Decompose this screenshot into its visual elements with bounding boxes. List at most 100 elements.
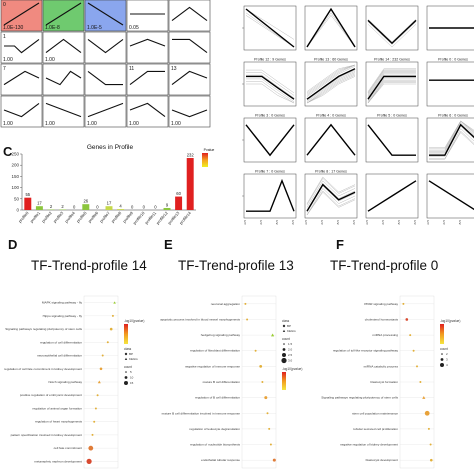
panel-f-title: TF-Trend-profile 0 xyxy=(330,258,439,273)
profile-cell-box xyxy=(42,31,85,64)
profile-cell-pvalue: 1.0E-130 xyxy=(3,25,24,31)
bar-value-label: 0 xyxy=(131,205,134,210)
profile-mean-line xyxy=(306,183,356,212)
term-label: neuronal aggregation xyxy=(211,302,241,306)
panel-f-letter: F xyxy=(336,237,344,252)
term-label: metanephric nephron development xyxy=(34,459,82,463)
count-legend-dot xyxy=(124,376,128,379)
term-marker xyxy=(246,318,249,321)
profile-cell xyxy=(126,31,169,64)
count-legend-label: 2 xyxy=(446,352,448,356)
profile-cell-line xyxy=(45,2,82,26)
y-tick-label: 250 xyxy=(11,152,19,157)
pvalue-legend-title: Pvalue xyxy=(204,148,215,152)
bar xyxy=(117,209,125,210)
gene-trace xyxy=(306,64,356,95)
profile-cell: 1.00 xyxy=(126,95,169,128)
x-tick-label: E15.5 xyxy=(275,220,279,225)
gene-trace xyxy=(306,76,356,104)
bar xyxy=(105,206,113,210)
bar-value-label: 55 xyxy=(25,192,30,197)
count-legend-dot xyxy=(124,381,128,385)
color-legend-gradient xyxy=(124,324,128,344)
profile-plot-title: Profile 4 : 0 Genes xyxy=(316,114,346,118)
profile-plot-title: Profile 5 : 0 Genes xyxy=(377,114,407,118)
term-label: cell fate commitment xyxy=(54,446,83,450)
term-label: regulation of B cell differentiation xyxy=(195,396,240,400)
term-label: Notch signaling pathway xyxy=(48,380,82,384)
profile-cell-box xyxy=(84,31,127,64)
panel-d-letter: D xyxy=(8,237,18,252)
gene-trace xyxy=(367,69,416,93)
term-label: PPAR signaling pathway xyxy=(364,302,398,306)
count-legend-title: count xyxy=(440,347,448,351)
gene-trace xyxy=(246,72,295,96)
bar-value-label: 2 xyxy=(61,204,64,209)
term-label: regulation of cell differentiation xyxy=(40,340,82,344)
term-label: blastocyst development xyxy=(366,458,398,462)
profile-cell: 0 1.0E-130 xyxy=(0,0,43,32)
term-marker xyxy=(106,341,109,344)
term-label: cholesterol homeostasis xyxy=(365,317,399,321)
bar-value-label: 17 xyxy=(37,201,42,206)
color-legend-title: -log10(pvalue) xyxy=(282,367,302,371)
gene-trace xyxy=(367,78,416,102)
profile-cell: 1.0E-5 xyxy=(84,0,127,32)
profile-cell-line xyxy=(171,6,208,22)
term-label: regulation of nucleotide biosynthesis xyxy=(190,443,240,447)
x-tick-label: profile4 xyxy=(64,210,77,224)
profile-cell-pvalue: 1.00 xyxy=(3,57,13,63)
term-marker xyxy=(109,327,113,331)
profile-cell: 1.0E-8 xyxy=(42,0,85,32)
panel-e-letter: E xyxy=(164,237,173,252)
profile-cell-line xyxy=(45,102,82,118)
count-legend-title: count xyxy=(124,365,132,369)
profile-plot: Profile 3 : 0 Genes xyxy=(243,114,297,163)
bar-value-label: 0 xyxy=(96,205,99,210)
color-legend-title: -log10(pvalue) xyxy=(440,319,460,323)
term-label: miRNA catabolic process xyxy=(364,364,399,368)
profile-cell-box xyxy=(168,0,211,32)
gene-trace xyxy=(367,24,417,48)
profile-cell-box xyxy=(168,31,211,64)
y-tick-label: 0 xyxy=(16,208,19,213)
profile-mean-line xyxy=(306,68,356,100)
profile-plot: Profile 6 : 0 Genes xyxy=(426,114,474,163)
profile-cell-line xyxy=(45,70,82,86)
gene-trace xyxy=(306,74,356,104)
gene-trace xyxy=(245,8,295,40)
bar xyxy=(163,207,171,210)
profile-cell-box xyxy=(42,95,85,128)
gene-trace xyxy=(306,69,356,101)
profile-cell-box xyxy=(0,63,43,96)
count-legend-label: 5 xyxy=(130,370,132,374)
class-legend-label: KEGG xyxy=(287,329,296,333)
profile-cell-pvalue: 1.00 xyxy=(45,57,55,63)
profile-cell-line xyxy=(129,70,165,86)
profile-plot xyxy=(426,5,474,51)
profile-plot: Profile 4 : 0 Genes xyxy=(304,114,358,163)
y-tick-label: 50 xyxy=(14,196,20,201)
class-legend-triangle xyxy=(124,357,128,360)
term-label: endothelial tubular response xyxy=(201,458,240,462)
x-tick-label: profile5 xyxy=(75,210,88,224)
y-tick-label: 100 xyxy=(11,185,19,190)
count-legend-label: 3.0 xyxy=(288,359,293,363)
profile-plot-frame xyxy=(426,61,474,107)
term-marker xyxy=(271,333,275,337)
count-legend-label: 15 xyxy=(130,381,134,385)
profile-mean-line xyxy=(367,124,416,156)
x-tick-label: profile14 xyxy=(178,210,192,226)
class-legend-dot xyxy=(282,324,286,328)
x-tick-label: E15.5 xyxy=(458,220,462,225)
count-legend-label: 2.5 xyxy=(288,353,293,357)
term-marker xyxy=(268,427,271,430)
count-legend-dot xyxy=(440,358,444,361)
gene-trace xyxy=(306,180,356,208)
gene-trace xyxy=(429,120,474,151)
profile-cell: 11 xyxy=(126,63,169,96)
gene-trace xyxy=(367,81,416,104)
class-legend-label: BP xyxy=(129,352,133,356)
term-marker xyxy=(264,396,268,400)
profile-plot-title: Profile 12 : 9 Genes xyxy=(254,58,286,62)
